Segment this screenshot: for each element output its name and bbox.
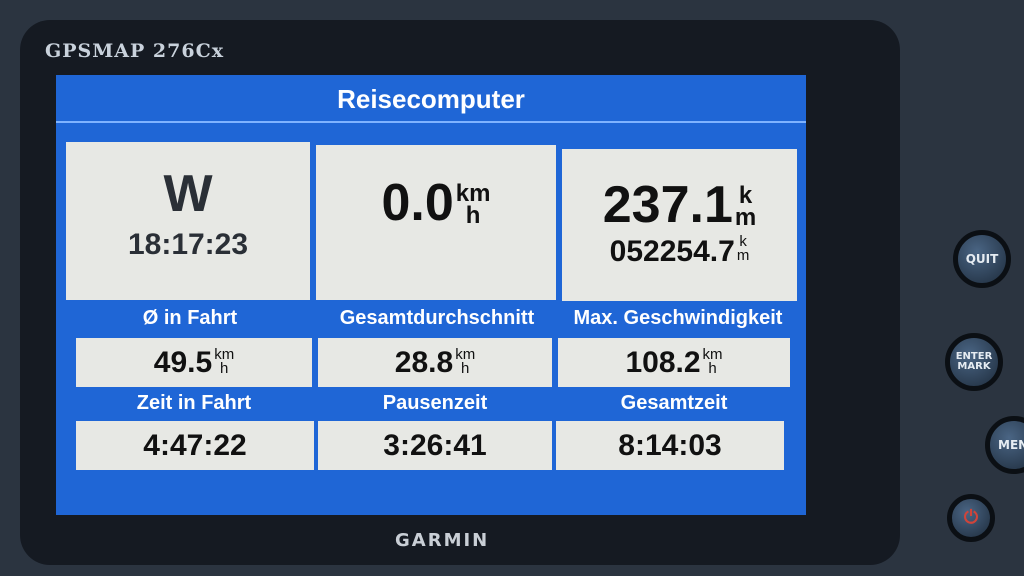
unit-bottom: h xyxy=(220,360,229,377)
field-value: 3:26:41 xyxy=(383,429,487,462)
avg-moving-cell[interactable]: 49.5 km h xyxy=(76,338,312,387)
label-max-speed: Max. Geschwindigkeit xyxy=(573,307,783,329)
field-value: 49.5 xyxy=(153,346,213,379)
clock-value: 18:17:23 xyxy=(127,228,249,261)
field-value: 28.8 xyxy=(394,346,454,379)
trip-odometer-value: 237.1 xyxy=(602,176,733,234)
unit-bottom: m xyxy=(736,247,750,264)
brand-logo: GARMIN xyxy=(395,530,490,551)
stopped-time-cell[interactable]: 3:26:41 xyxy=(318,421,552,470)
unit-top: km xyxy=(214,346,235,363)
page-title: Reisecomputer xyxy=(56,75,806,123)
label-avg-moving: Ø in Fahrt xyxy=(142,307,238,329)
label-total-time: Gesamtzeit xyxy=(620,392,728,414)
device-model: GPSMAP 276Cx xyxy=(45,40,225,62)
speed-cell[interactable]: 0.0 km h xyxy=(316,145,556,300)
heading-value: W xyxy=(163,165,213,223)
odometer-value: 052254.7 xyxy=(609,235,735,268)
quit-button[interactable]: QUIT xyxy=(953,230,1011,288)
speed-value: 0.0 xyxy=(381,174,454,232)
field-value: 8:14:03 xyxy=(618,429,722,462)
unit-bottom: h xyxy=(461,360,470,377)
unit-top: k xyxy=(738,182,753,209)
unit-bottom: h xyxy=(465,202,481,229)
label-moving-time: Zeit in Fahrt xyxy=(136,392,252,414)
field-value: 108.2 xyxy=(625,346,701,379)
unit-top: km xyxy=(455,346,476,363)
trip-odometer-cell[interactable]: 237.1 k m 052254.7 k m xyxy=(562,149,797,301)
total-time-cell[interactable]: 8:14:03 xyxy=(556,421,784,470)
unit-bottom: m xyxy=(734,204,757,231)
heading-cell[interactable]: W 18:17:23 xyxy=(66,142,310,300)
menu-button[interactable]: MENU xyxy=(985,416,1024,474)
field-value: 4:47:22 xyxy=(143,429,247,462)
unit-top: km xyxy=(455,180,491,207)
overall-avg-cell[interactable]: 28.8 km h xyxy=(318,338,552,387)
moving-time-cell[interactable]: 4:47:22 xyxy=(76,421,314,470)
unit-top: k xyxy=(739,233,747,250)
max-speed-cell[interactable]: 108.2 km h xyxy=(558,338,790,387)
unit-top: km xyxy=(702,346,723,363)
enter-mark-button[interactable]: ENTER MARK xyxy=(945,333,1003,391)
label-overall-avg: Gesamtdurchschnitt xyxy=(339,307,535,329)
unit-bottom: h xyxy=(708,360,717,377)
label-stopped-time: Pausenzeit xyxy=(382,392,488,414)
power-button[interactable]: ⏻ xyxy=(947,494,995,542)
trip-computer-screen: Reisecomputer W 18:17:23 0.0 km h 237.1 k m … xyxy=(56,75,806,515)
power-icon: ⏻ xyxy=(963,507,979,528)
